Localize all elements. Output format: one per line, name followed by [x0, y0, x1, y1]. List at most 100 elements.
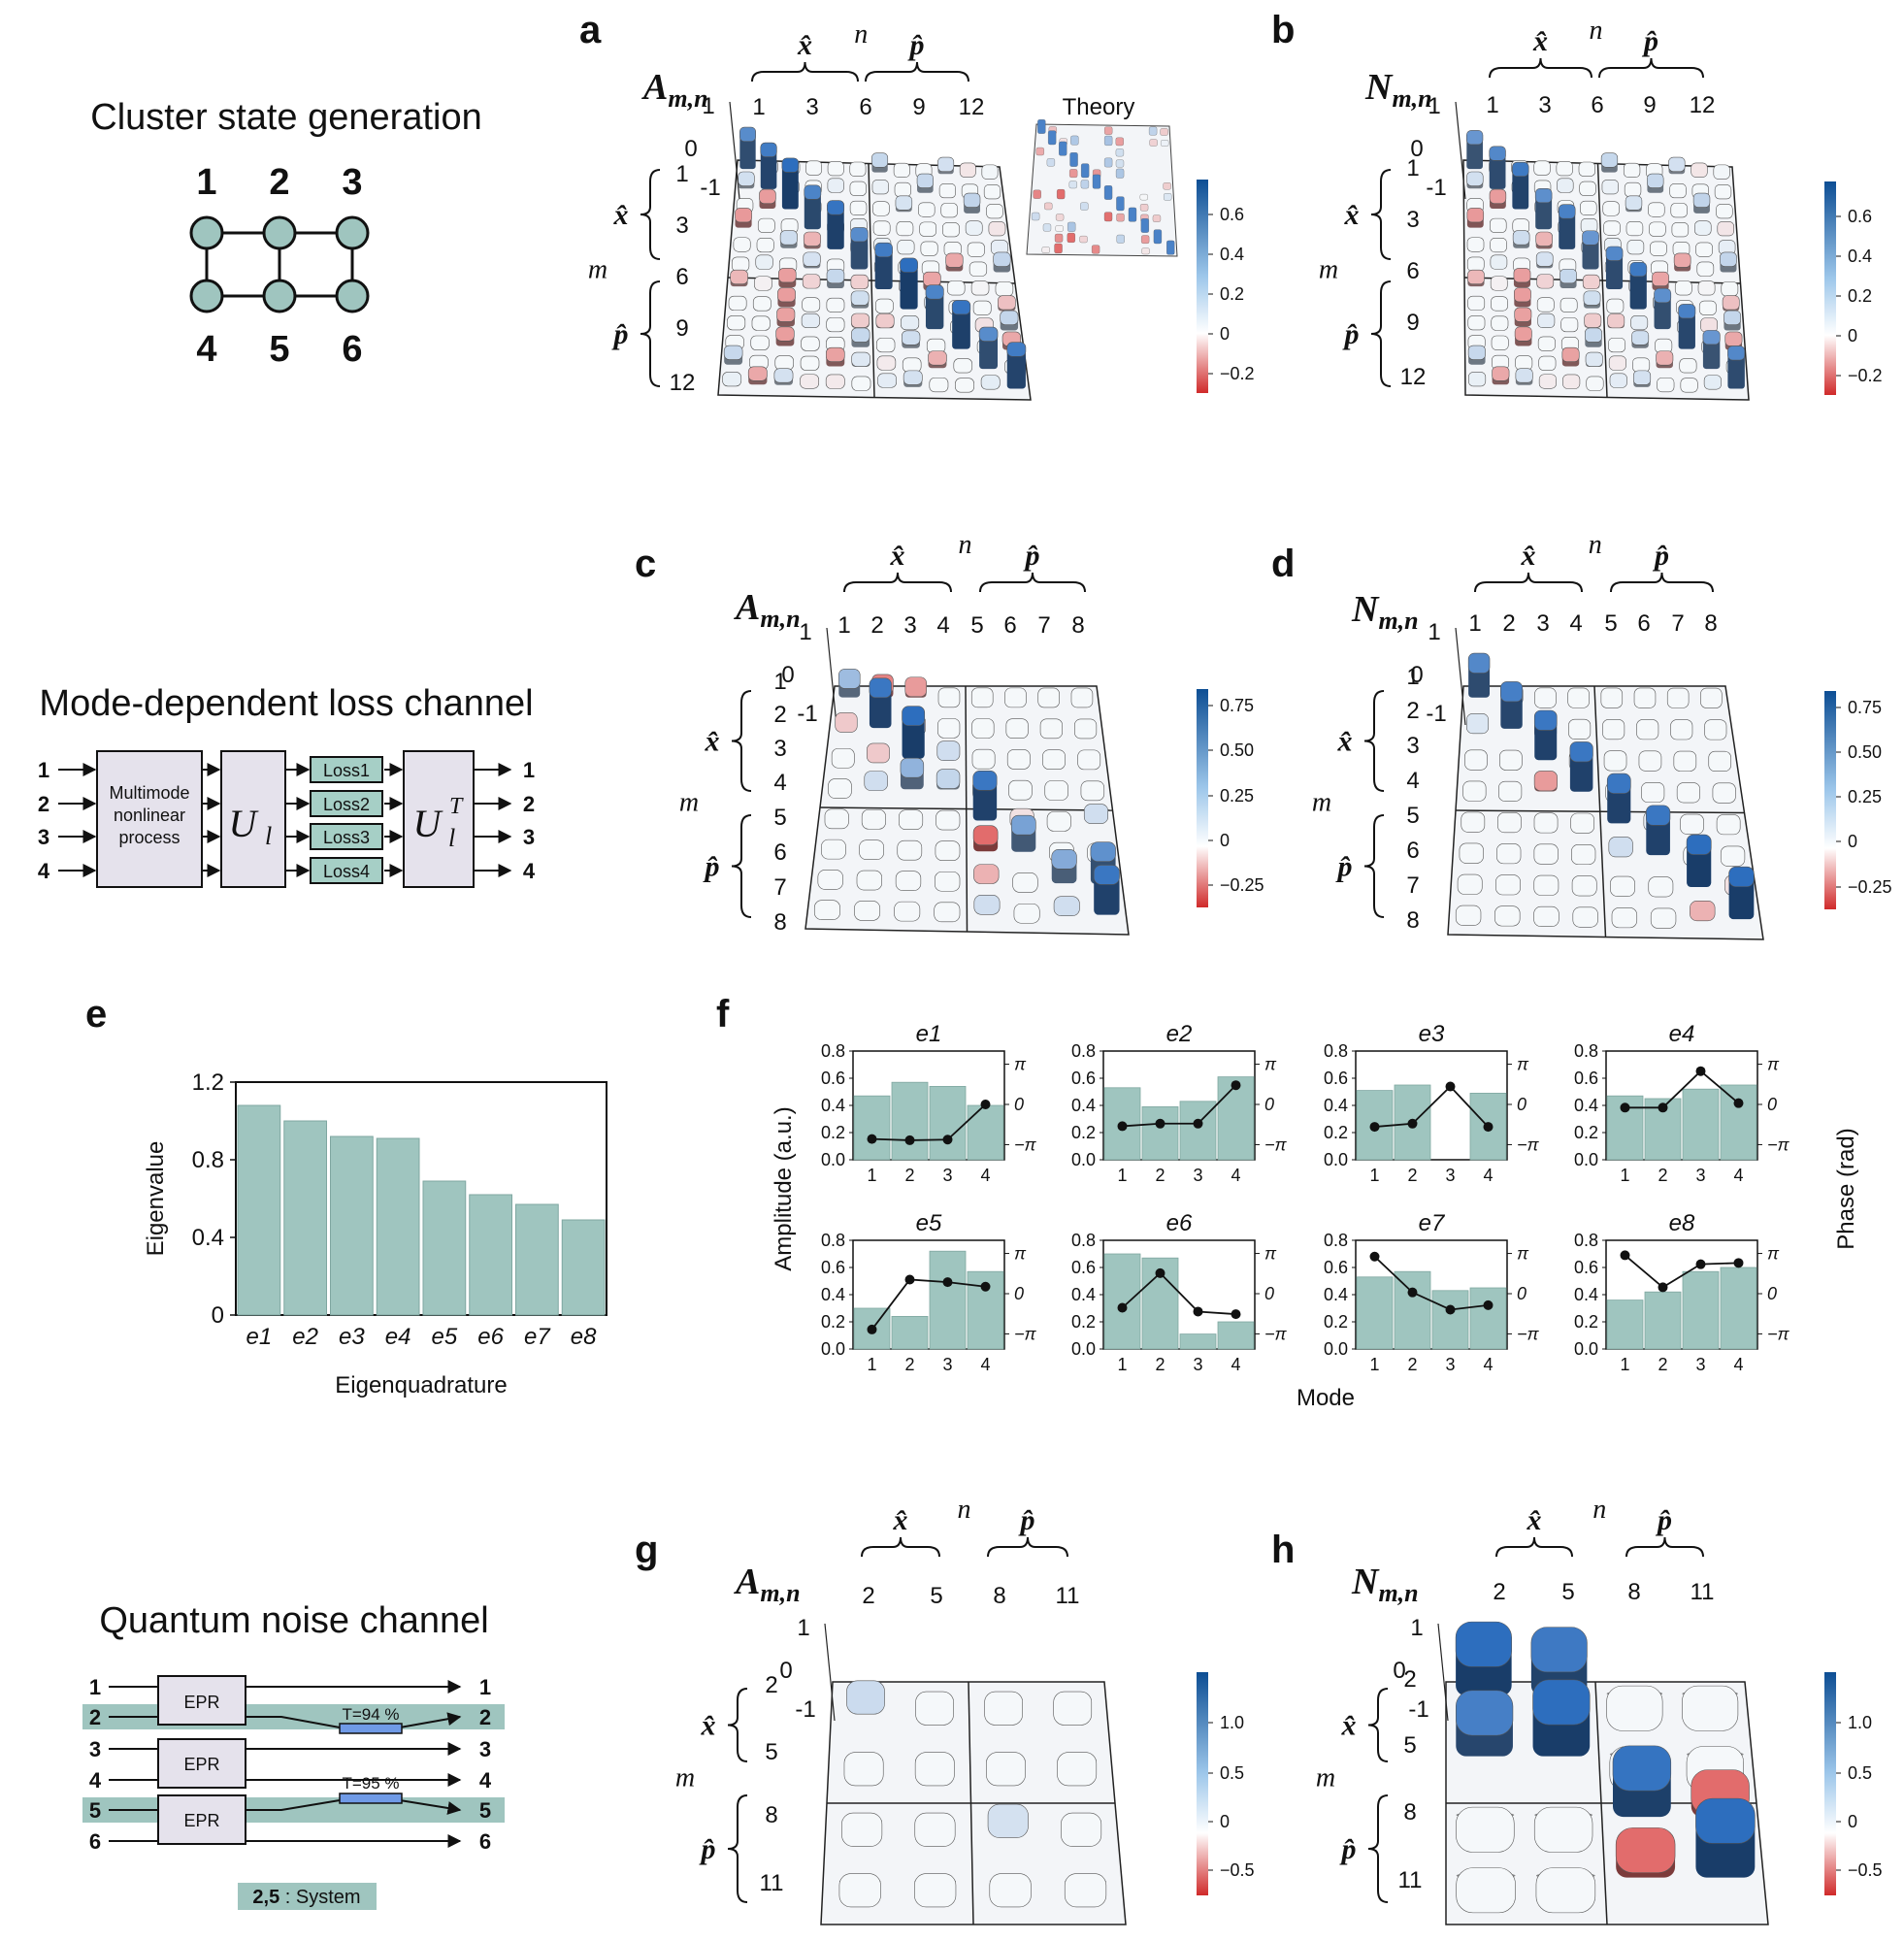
noise-in-2: 2 [89, 1705, 101, 1729]
noise-out-3: 3 [479, 1737, 491, 1761]
amp-tick: 0.4 [821, 1285, 845, 1304]
theory-label: Theory [1063, 94, 1135, 120]
matrix-bar [876, 355, 897, 371]
theory-bar [1115, 168, 1125, 179]
amp-tick: 0.2 [821, 1123, 845, 1142]
epr-box-2 [157, 1738, 246, 1789]
matrix-bar [1490, 217, 1507, 233]
matrix-bar [1654, 287, 1672, 330]
mode-tick: 1 [1117, 1355, 1127, 1374]
matrix-bar [849, 200, 868, 215]
matrix-bar [1727, 345, 1746, 389]
matrix-symbol: Am,n [734, 587, 801, 633]
row-axis-m: m [1316, 1763, 1335, 1793]
matrix-bar [801, 313, 820, 329]
matrix-bar [1077, 749, 1101, 771]
amp-tick: 0.8 [1071, 1041, 1096, 1061]
matrix-bar [1061, 1812, 1102, 1847]
col-brace-x [843, 572, 952, 593]
row-label-phat: p̂ [1339, 1833, 1357, 1865]
matrix-bar [1466, 256, 1485, 272]
theory-bar [1128, 207, 1137, 222]
theory-bar [1081, 163, 1090, 179]
phase-point [867, 1134, 877, 1144]
col-tick: 1 [752, 94, 765, 120]
row-axis-m: m [1319, 255, 1338, 285]
matrix-bar [1650, 907, 1677, 929]
theory-bar [1044, 202, 1053, 211]
matrix-bar [877, 373, 897, 388]
row-tick: 4 [773, 770, 786, 796]
eigen-tick-e6: e6 [477, 1324, 504, 1350]
matrix-bar [1712, 782, 1736, 804]
row-brace-x [640, 169, 661, 260]
amp-tick: 0.0 [1574, 1339, 1598, 1359]
amp-tick: 0.6 [1574, 1069, 1598, 1088]
matrix-bar [1626, 240, 1645, 255]
matrix-symbol: Am,n [641, 67, 708, 113]
amp-tick: 0.0 [1324, 1150, 1348, 1169]
amp-bar [891, 1081, 929, 1161]
amp-bar [891, 1316, 929, 1350]
matrix-bar [1462, 780, 1487, 802]
matrix-bar [946, 280, 966, 296]
eigen-ytick: 0.4 [192, 1225, 224, 1251]
phase-tick: 0 [1517, 1095, 1526, 1114]
matrix-bar [1722, 295, 1740, 312]
theory-bar [1164, 193, 1172, 201]
matrix-bar [1490, 237, 1507, 253]
matrix-bar [1669, 183, 1687, 199]
matrix-bar [1582, 274, 1600, 290]
matrix-bar [937, 718, 961, 739]
col-tick: 7 [1037, 612, 1050, 639]
matrix-bar [1513, 268, 1531, 288]
matrix-bar [1700, 317, 1719, 333]
matrix-bar [1467, 315, 1486, 331]
phase-point [1658, 1282, 1668, 1293]
matrix-bar [751, 315, 771, 331]
matrix-bar [1464, 749, 1488, 771]
block-divider-h [727, 277, 1016, 284]
matrix-bar [1514, 326, 1532, 346]
row-label-phat: p̂ [1342, 318, 1360, 350]
phase-point [904, 1274, 915, 1285]
matrix-bar [781, 157, 800, 210]
matrix-bar [942, 222, 960, 238]
row-tick: 11 [760, 1870, 784, 1896]
matrix-bar [1044, 780, 1068, 801]
theory-bar [1054, 243, 1063, 253]
z-tick-m1: -1 [1408, 1696, 1428, 1723]
matrix-bar [993, 251, 1011, 273]
loss2-label: Loss2 [323, 795, 370, 814]
row-brace-x [727, 1688, 748, 1762]
matrix-bar [1648, 876, 1674, 898]
matrix-bar [851, 351, 870, 367]
amp-tick: 0.8 [1071, 1231, 1096, 1250]
matrix-plate [1447, 685, 1764, 940]
matrix-bar [914, 1812, 956, 1847]
mode-tick: 4 [1483, 1166, 1493, 1185]
colorbar-tick: −0.5 [1220, 1860, 1255, 1880]
phase-point [942, 1277, 953, 1288]
theory-bar [1069, 152, 1078, 167]
col-brace-p [979, 572, 1086, 593]
col-brace-p [1625, 1536, 1704, 1558]
matrix-bar [1495, 874, 1521, 896]
panel-label-f: f [716, 993, 730, 1036]
matrix-bar [1466, 237, 1485, 252]
matrix-bar [1652, 271, 1669, 291]
mode-tick: 4 [1231, 1166, 1240, 1185]
amp-bar [1179, 1333, 1217, 1350]
matrix-bar [849, 161, 867, 177]
col-tick: 9 [912, 94, 925, 120]
amp-bar [1682, 1088, 1720, 1161]
mode-tick: 2 [1658, 1355, 1667, 1374]
phase-tick: π [1517, 1244, 1529, 1264]
matrix-bar [1514, 307, 1532, 327]
amp-tick: 0.6 [821, 1258, 845, 1277]
matrix-bar [1580, 200, 1597, 215]
matrix-bar [850, 274, 870, 290]
col-label-xhat: x̂ [893, 1504, 908, 1536]
matrix-bar [1536, 297, 1555, 313]
